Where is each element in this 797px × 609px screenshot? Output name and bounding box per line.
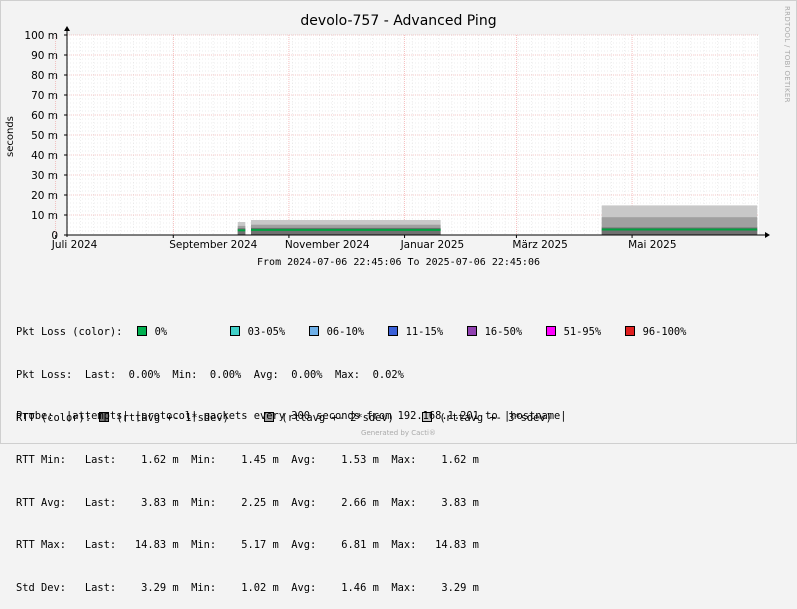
y-tick-label: 60 m	[31, 110, 58, 122]
x-axis-arrow	[765, 232, 770, 238]
legend-item-label: 16-50%	[478, 326, 523, 339]
legend-item-label: 51-95%	[557, 326, 602, 339]
pkt-loss-color-label: Pkt Loss (color):	[16, 326, 123, 339]
cacti-footer: Generated by Cacti®	[361, 429, 436, 437]
y-tick-label: 0	[51, 230, 58, 242]
rtt-avg-line	[601, 228, 758, 231]
y-tick-label: 80 m	[31, 70, 58, 82]
legend-item-label: (rttavg +- 3*sdev)	[433, 411, 552, 424]
legend-swatch	[388, 326, 399, 337]
rtt-min-stats: RTT Min: Last: 1.62 m Min: 1.45 m Avg: 1…	[16, 454, 479, 467]
legend-swatch	[99, 411, 110, 422]
pkt-loss-color-row: Pkt Loss (color): 0% 03-05% 06-10% 11-15…	[16, 325, 703, 339]
legend-swatch	[137, 326, 148, 337]
legend-item: 16-50%	[466, 325, 545, 339]
std-dev-stats: Std Dev: Last: 3.29 m Min: 1.02 m Avg: 1…	[16, 581, 479, 594]
legend-swatch	[467, 326, 478, 337]
rtt-max-stats: RTT Max: Last: 14.83 m Min: 5.17 m Avg: …	[16, 539, 479, 552]
legend-item-label: 96-100%	[636, 326, 687, 339]
rtt-band-1sdev	[250, 227, 441, 235]
x-tick-label: Juli 2024	[51, 239, 98, 251]
legend-swatch	[625, 326, 636, 337]
pkt-loss-stats: Pkt Loss: Last: 0.00% Min: 0.00% Avg: 0.…	[16, 369, 404, 381]
y-tick-label: 90 m	[31, 50, 58, 62]
time-range: From 2024-07-06 22:45:06 To 2025-07-06 2…	[257, 257, 540, 268]
legend-item: 51-95%	[545, 325, 624, 339]
x-tick-label: November 2024	[285, 239, 370, 251]
x-tick-label: Januar 2025	[400, 239, 465, 251]
legend-item: 0%	[122, 325, 229, 339]
probe-line: Probe: |attempts| |protocol| packets eve…	[16, 410, 567, 422]
legend-item: 03-05%	[229, 325, 308, 339]
legend-item-label: 11-15%	[399, 326, 444, 339]
loss-items: 0% 03-05% 06-10% 11-15% 16-50% 51-95% 96…	[122, 326, 703, 338]
y-tick-label: 30 m	[31, 170, 58, 182]
legend-swatch	[264, 411, 275, 422]
legend-item: 06-10%	[308, 325, 387, 339]
y-tick-label: 40 m	[31, 150, 58, 162]
y-tick-label: 70 m	[31, 90, 58, 102]
x-tick-label: März 2025	[512, 239, 567, 251]
legend-item: (rttavg +- 2*sdev)	[263, 411, 421, 425]
y-axis-arrow	[64, 26, 70, 31]
y-tick-label: 20 m	[31, 190, 58, 202]
rtt-band-1sdev	[601, 227, 758, 235]
legend-item: (rttavg +- 1*sdev)	[91, 411, 263, 425]
legend-item-label: 06-10%	[320, 326, 365, 339]
y-tick-label: 10 m	[31, 210, 58, 222]
legend-swatch	[309, 326, 320, 337]
rtt-avg-line	[250, 228, 441, 231]
legend-item: 96-100%	[624, 325, 703, 339]
chart-title: devolo-757 - Advanced Ping	[300, 13, 497, 29]
legend-item: 11-15%	[387, 325, 466, 339]
rtt-color-label: RTT (color):	[16, 411, 92, 424]
legend-item-label: (rttavg +- 1*sdev)	[110, 411, 229, 424]
y-tick-label: 50 m	[31, 130, 58, 142]
legend-swatch	[422, 411, 433, 422]
rrdtool-watermark: RRDTOOL / TOBI OETIKER	[783, 6, 791, 103]
ping-chart: 0 10 m 20 m 30 m 40 m 50 m 60 m 70 m 80 m 90 m 100…	[24, 26, 770, 251]
x-tick-label: Mai 2025	[628, 239, 676, 251]
y-tick-label: 100 m	[24, 30, 58, 42]
legend-swatch	[546, 326, 557, 337]
legend-item: (rttavg +- 3*sdev)	[421, 411, 579, 425]
legend-item-label: 0%	[148, 326, 168, 339]
rtt-avg-line	[237, 229, 246, 232]
rtt-items: (rttavg +- 1*sdev) (rttavg +- 2*sdev) (r…	[91, 411, 579, 425]
rtt-color-row: RTT (color): (rttavg +- 1*sdev) (rttavg …	[16, 411, 703, 425]
legend-swatch	[230, 326, 241, 337]
x-tick-label: September 2024	[169, 239, 257, 251]
legend-item-label: 03-05%	[241, 326, 286, 339]
legend: Pkt Loss (color): 0% 03-05% 06-10% 11-15…	[16, 297, 703, 609]
rtt-band-1sdev	[237, 228, 246, 235]
rtt-avg-stats: RTT Avg: Last: 3.83 m Min: 2.25 m Avg: 2…	[16, 496, 479, 509]
legend-item-label: (rttavg +- 2*sdev)	[275, 411, 394, 424]
